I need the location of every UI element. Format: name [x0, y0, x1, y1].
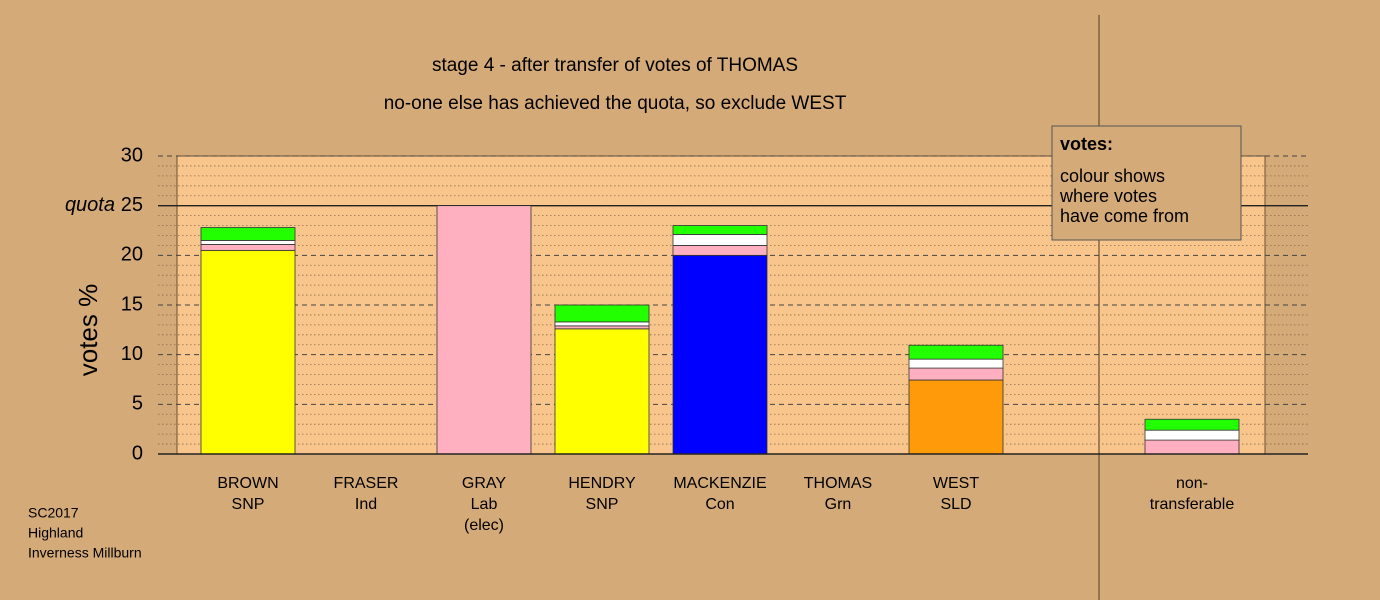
y-tick-label: 5: [132, 393, 143, 415]
x-tick-label: THOMAS: [804, 475, 872, 492]
footnote-line: SC2017: [28, 505, 79, 521]
bar-segment: [672, 225, 768, 235]
legend-title: votes:: [1060, 134, 1113, 154]
bar-segment: [1144, 429, 1240, 441]
y-tick-label: 25: [121, 194, 143, 216]
y-tick-label: 30: [121, 144, 143, 166]
legend-text: colour shows: [1060, 166, 1165, 186]
x-tick-label: GRAY: [462, 475, 506, 492]
x-tick-label: non-: [1176, 475, 1208, 492]
bar-segment: [1144, 418, 1240, 431]
x-tick-label: SLD: [940, 496, 971, 513]
bar-segment: [200, 244, 296, 251]
bar-segment: [908, 358, 1004, 369]
x-tick-label: Ind: [355, 496, 377, 513]
x-tick-label: Con: [705, 496, 734, 513]
y-axis-label: votes %: [73, 284, 103, 377]
x-tick-label: FRASER: [334, 475, 399, 492]
bar-segment: [554, 321, 650, 327]
quota-label: quota: [65, 194, 115, 216]
chart-subtitle: no-one else has achieved the quota, so e…: [384, 93, 847, 114]
y-tick-label: 0: [132, 442, 143, 464]
bar-segment: [672, 244, 768, 256]
x-tick-label: MACKENZIE: [673, 475, 766, 492]
x-tick-label: WEST: [933, 475, 979, 492]
bar-segment: [200, 240, 296, 245]
legend-text: have come from: [1060, 206, 1189, 226]
bar-segment: [554, 304, 650, 323]
bar-segment: [672, 234, 768, 246]
bar-segment: [908, 367, 1004, 381]
bar-segment: [200, 227, 296, 241]
bar-segment: [908, 344, 1004, 360]
y-tick-label: 15: [121, 293, 143, 315]
x-tick-label: transferable: [1150, 496, 1235, 513]
y-tick-label: 10: [121, 343, 143, 365]
y-tick-label: 20: [121, 244, 143, 266]
bar-segment: [436, 205, 532, 455]
bar-segment: [672, 254, 768, 455]
bar-segment: [908, 379, 1004, 455]
x-tick-label: HENDRY: [568, 475, 636, 492]
x-tick-label: (elec): [464, 517, 504, 534]
legend-text: where votes: [1059, 186, 1157, 206]
bar-segment: [1144, 439, 1240, 455]
x-tick-label: Grn: [825, 496, 852, 513]
footnote: SC2017 Highland Inverness Millburn: [28, 505, 142, 561]
bar-segment: [554, 325, 650, 330]
bar-segment: [200, 249, 296, 455]
x-tick-label: SNP: [586, 496, 619, 513]
chart-title: stage 4 - after transfer of votes of THO…: [432, 55, 798, 76]
x-tick-label: BROWN: [217, 475, 278, 492]
footnote-line: Inverness Millburn: [28, 545, 142, 561]
footnote-line: Highland: [28, 525, 83, 541]
x-tick-label: SNP: [232, 496, 265, 513]
bar-segment: [554, 328, 650, 455]
x-tick-label: Lab: [471, 496, 498, 513]
legend-box: [1051, 125, 1242, 241]
